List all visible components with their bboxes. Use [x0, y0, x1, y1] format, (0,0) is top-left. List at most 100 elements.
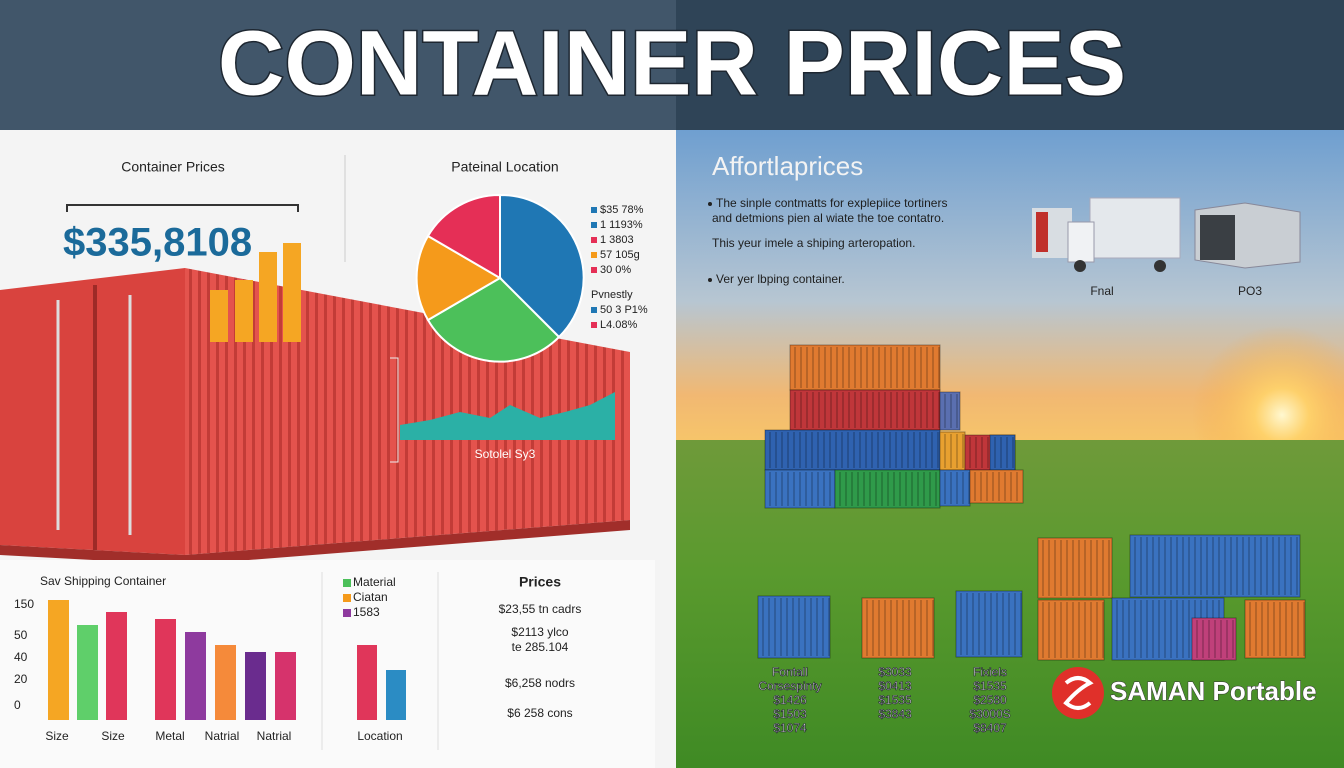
header-left [0, 0, 676, 130]
bracket [66, 204, 299, 212]
legend-swatch [591, 267, 597, 273]
container-box [1191, 617, 1237, 661]
bar-decoration [210, 243, 301, 342]
container-box [764, 429, 941, 471]
price-line: $6 258 cons [507, 706, 572, 720]
bar-shape [48, 600, 69, 720]
legend-label: 57 105g [600, 249, 640, 261]
price-line: $23,55 tn cadrs [499, 602, 582, 616]
price: $335,8108 [63, 221, 252, 265]
vehicle-label: PO3 [1238, 284, 1262, 298]
legend-label: 50 3 P1% [600, 304, 648, 316]
container-box [955, 590, 1023, 658]
container-label: Sotolel Sy3 [475, 447, 536, 461]
truck-cab [1067, 221, 1095, 263]
y-label: 150 [14, 597, 34, 611]
x-label: Size [101, 729, 125, 743]
container-box [1129, 534, 1301, 598]
container-box [834, 469, 941, 509]
price-text: Corsespinty [758, 679, 821, 693]
x-label: Metal [155, 729, 184, 743]
price-text: $3843 [878, 707, 912, 721]
price-line: $6,258 nodrs [505, 676, 575, 690]
legend-swatch [591, 307, 597, 313]
legend-swatch [591, 237, 597, 243]
truck-box [1089, 197, 1181, 259]
container-box [764, 469, 836, 509]
container-opening [1200, 215, 1235, 260]
bar-shape [210, 290, 228, 342]
pie-slice [415, 234, 502, 322]
bracket [390, 357, 399, 463]
bullet-text: and detmions pien al wiate the toe conta… [712, 211, 944, 225]
container-base [0, 520, 630, 565]
vehicles [1032, 197, 1301, 272]
legend-swatch [343, 594, 351, 602]
legend-swatch [343, 579, 351, 587]
price-text: Fontall [772, 665, 808, 679]
bullet-dot [708, 202, 712, 206]
x-label: Natrial [205, 729, 240, 743]
y-label: 0 [14, 698, 21, 712]
legend-label: 1583 [353, 605, 380, 619]
price-text: $1074 [773, 721, 807, 735]
panel-heading: Sav Shipping Container [40, 574, 166, 588]
legend-swatch [591, 207, 597, 213]
truck-door [1036, 212, 1048, 252]
legend-label: Ciatan [353, 590, 388, 604]
container-box [969, 469, 1024, 504]
legend-label: 1 3803 [600, 234, 634, 246]
container-box [861, 597, 935, 659]
price-line: te 285.104 [512, 640, 569, 654]
bottom-panel [0, 560, 655, 768]
container-box [939, 391, 961, 431]
bar-shape [259, 252, 277, 342]
container-box [757, 595, 831, 659]
brand: SAMAN Portable [1110, 676, 1317, 706]
bar-shape [283, 243, 301, 342]
price-text: $3033 [878, 665, 912, 679]
container-box [989, 434, 1016, 471]
pie-slice [426, 276, 561, 363]
price-text: $2580 [973, 693, 1007, 707]
area-decoration [400, 392, 615, 440]
bullet-text: This yeur imele a shiping arteropation. [712, 236, 915, 250]
bar-shape [275, 652, 296, 720]
panel-heading: Container Prices [121, 159, 225, 175]
legend-label: $35 78% [600, 204, 644, 216]
price-text: $0413 [878, 679, 912, 693]
legend-label: L4.08% [600, 319, 638, 331]
bar-shape [106, 612, 127, 720]
price-text: $1503 [773, 707, 807, 721]
right-heading: Affortlaprices [712, 151, 863, 181]
legend-swatch [591, 222, 597, 228]
price-text: $1426 [773, 693, 807, 707]
bullets: The sinple contmatts for explepiice tort… [708, 196, 947, 286]
legend-swatch [343, 609, 351, 617]
bar-shape [357, 645, 377, 720]
legend-swatch [591, 252, 597, 258]
container-door [0, 268, 185, 555]
container-box [789, 344, 941, 391]
y-label: 40 [14, 650, 28, 664]
bar-shape [215, 645, 236, 720]
x-label: Size [45, 729, 69, 743]
wheel [1074, 260, 1086, 272]
y-labels: 150 50 40 20 0 [14, 597, 34, 712]
legend-label: 30 0% [600, 264, 631, 276]
pie-slice [426, 193, 501, 280]
bar-shape [235, 280, 253, 342]
panel-heading: Prices [519, 574, 561, 590]
price-text: $3000S [969, 707, 1010, 721]
y-label: 50 [14, 628, 28, 642]
bullet-dot [708, 278, 712, 282]
pie-legend: $35 78% 1 1193% 1 3803 57 105g 30 0% Pvnestly… [591, 204, 648, 331]
bar-shape [77, 625, 98, 720]
container-box [1244, 599, 1306, 659]
price-text: $8407 [973, 721, 1007, 735]
legend-label: Pvnestly [591, 289, 633, 301]
pie-slice [499, 193, 585, 339]
bars-decoration [48, 600, 406, 720]
